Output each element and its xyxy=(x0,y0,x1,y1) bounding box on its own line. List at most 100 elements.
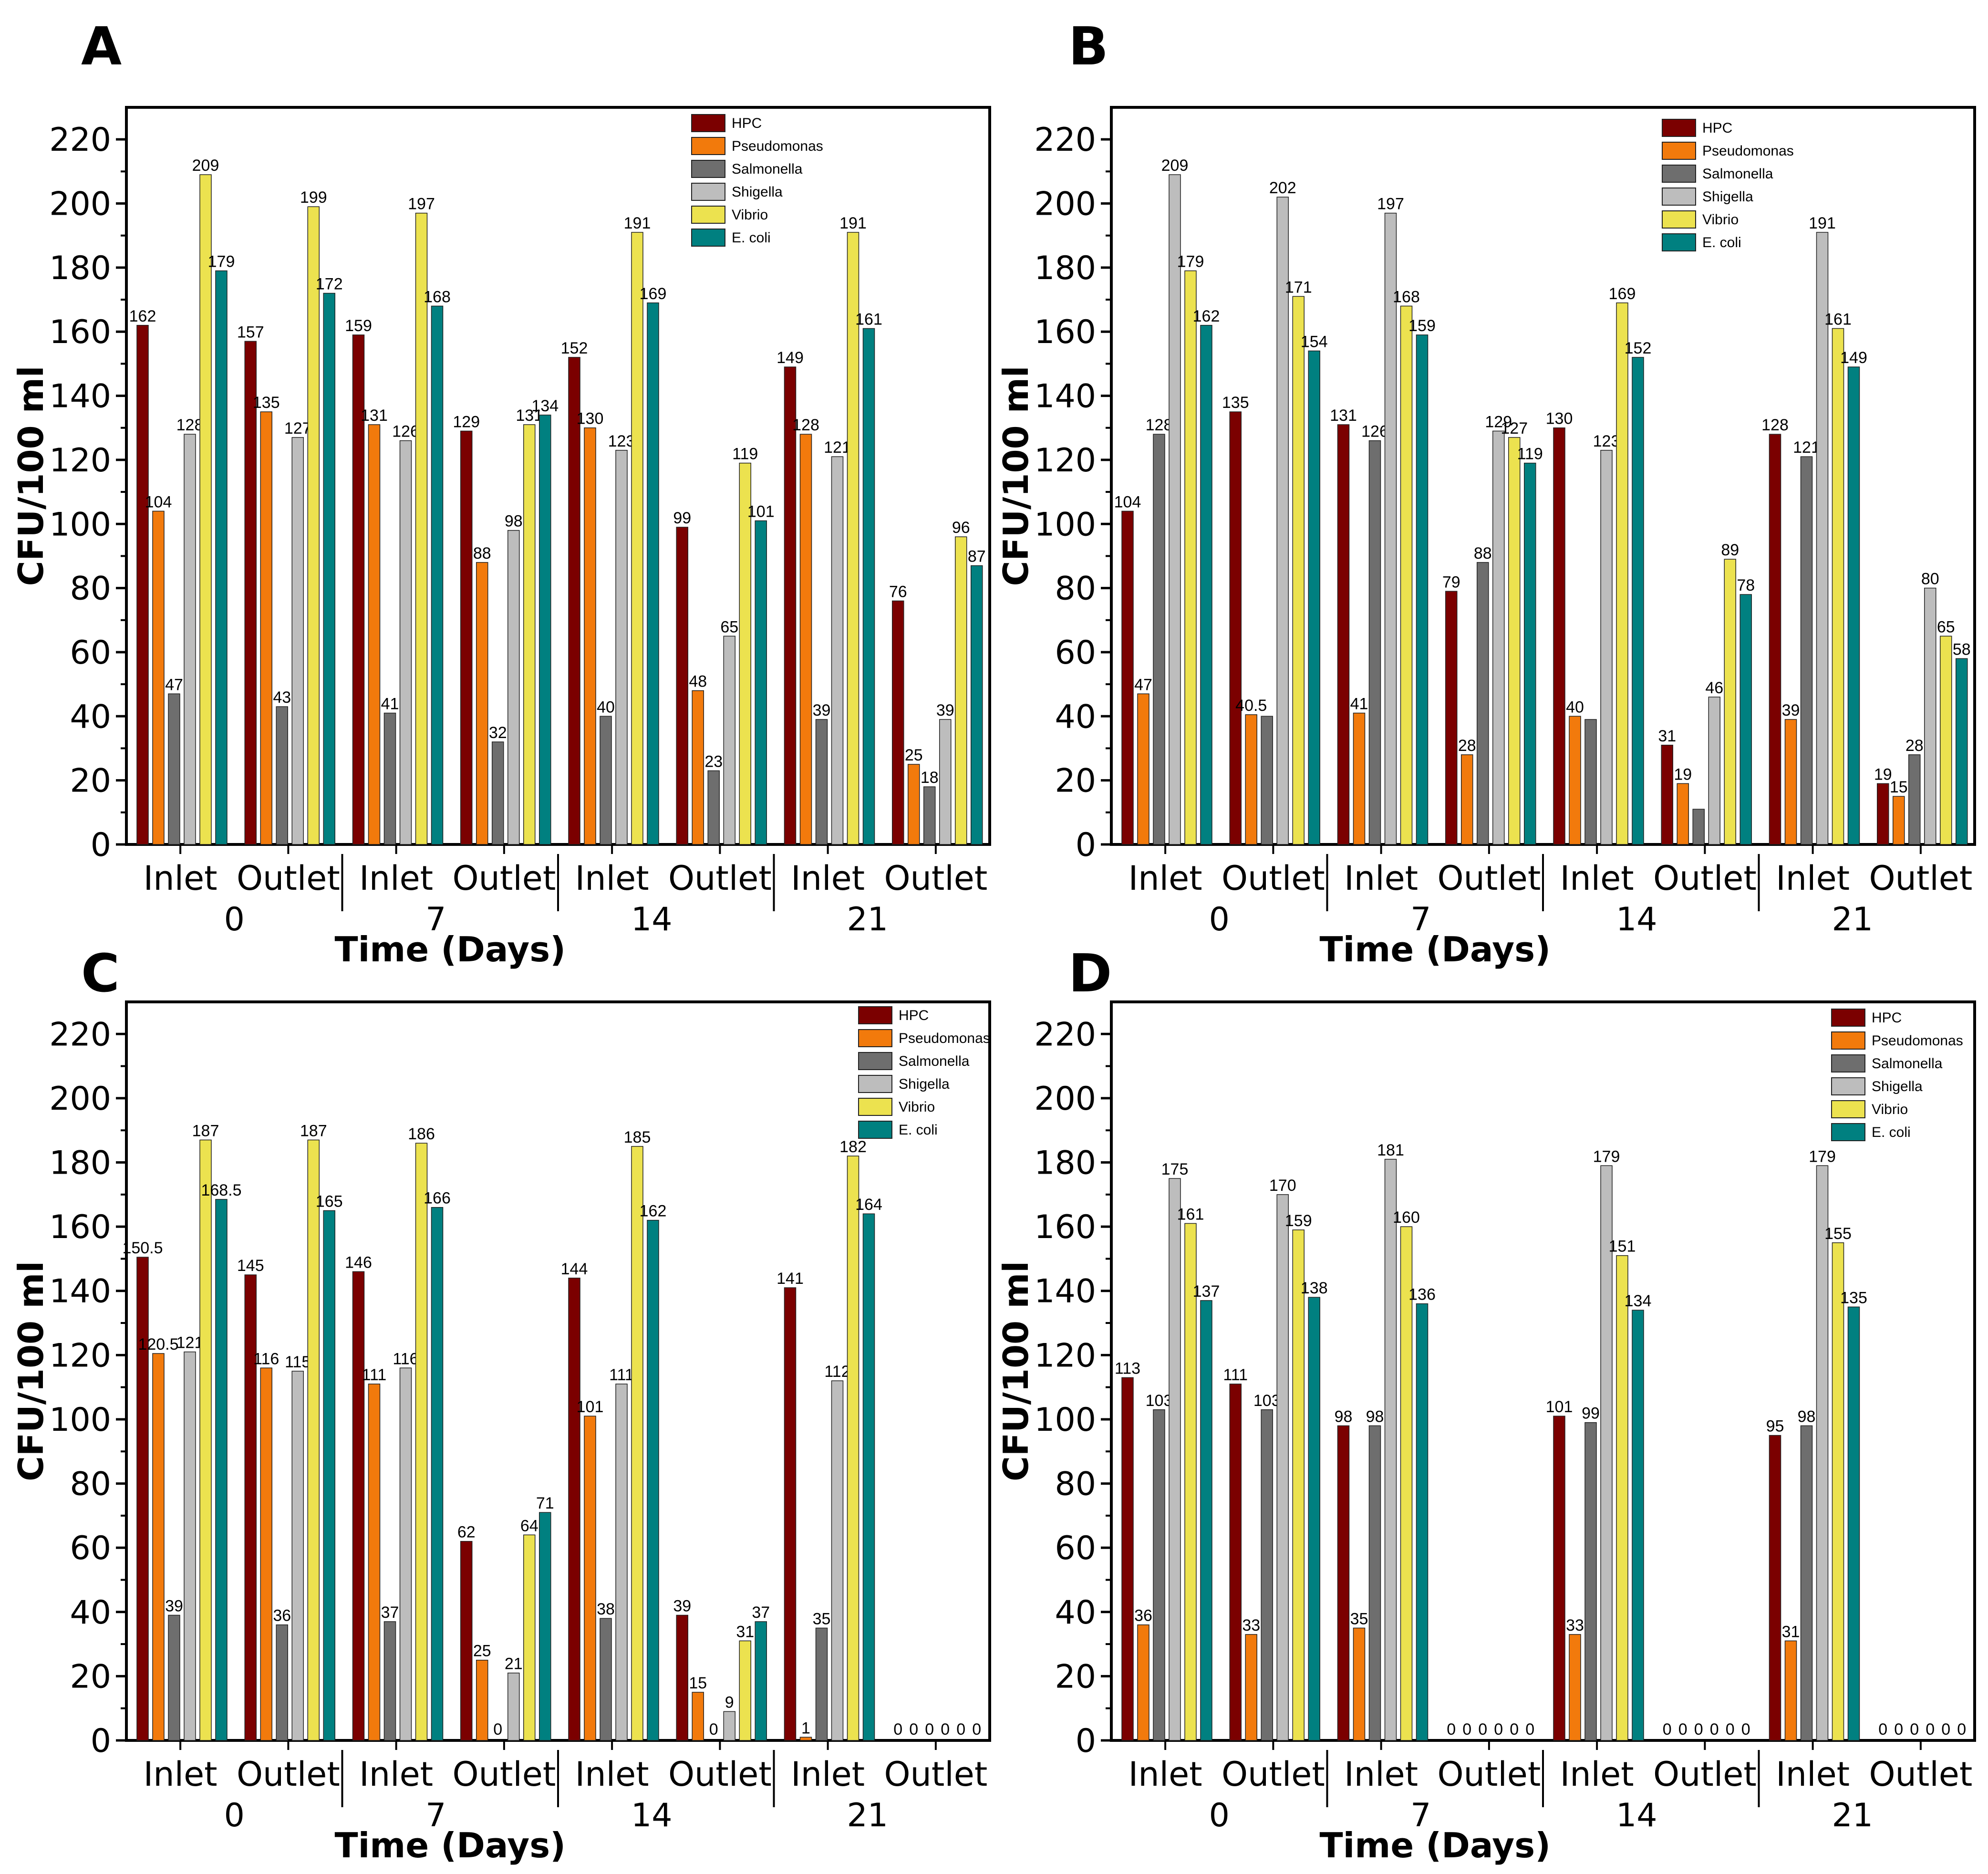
data-label: 119 xyxy=(1517,445,1543,463)
data-label: 162 xyxy=(1193,307,1220,325)
bar-shigella xyxy=(291,437,304,845)
y-tick-label: 80 xyxy=(1055,570,1096,608)
legend-entry: Vibrio xyxy=(899,1099,935,1115)
data-label: 23 xyxy=(704,753,723,771)
bar-ecoli xyxy=(1632,357,1644,845)
bar-vibrio xyxy=(1616,1255,1628,1741)
y-tick-label: 0 xyxy=(91,1722,111,1760)
data-label: 80 xyxy=(1921,570,1939,588)
legend-swatch xyxy=(1831,1031,1865,1050)
data-label: 65 xyxy=(720,618,738,636)
data-label: 135 xyxy=(1840,1289,1867,1307)
data-label: 145 xyxy=(237,1257,264,1275)
y-tick-label: 20 xyxy=(70,762,111,800)
x-day-label: 0 xyxy=(1209,901,1230,938)
legend-swatch xyxy=(858,1006,892,1024)
x-group-label: Inlet xyxy=(144,1755,217,1794)
y-tick-label: 40 xyxy=(1055,1594,1096,1632)
x-day-label: 14 xyxy=(631,1797,673,1834)
x-group-label: Outlet xyxy=(1869,1755,1972,1794)
y-tick-label: 160 xyxy=(1034,1208,1096,1246)
bar-pseudomonas xyxy=(1245,1634,1257,1741)
data-label: 15 xyxy=(689,1674,707,1692)
x-group-label: Outlet xyxy=(884,859,987,898)
y-tick-label: 100 xyxy=(49,506,111,543)
bar-hpc xyxy=(1445,591,1458,845)
legend-entry: Salmonella xyxy=(732,161,803,177)
data-label: 152 xyxy=(561,339,588,357)
data-label: 199 xyxy=(300,188,327,207)
data-label: 0 xyxy=(909,1720,918,1739)
bar-hpc xyxy=(1553,427,1565,845)
legend-entry: HPC xyxy=(899,1008,929,1023)
y-tick-label: 20 xyxy=(70,1658,111,1696)
x-group-label: Inlet xyxy=(1560,1755,1634,1794)
bar-vibrio xyxy=(1508,437,1521,845)
data-label: 202 xyxy=(1269,179,1296,197)
data-label: 88 xyxy=(1474,544,1492,562)
legend-swatch xyxy=(1662,233,1696,251)
bar-pseudomonas xyxy=(1569,1634,1581,1741)
bar-vibrio xyxy=(523,1534,536,1741)
data-label: 0 xyxy=(1910,1720,1919,1739)
bar-hpc xyxy=(1337,424,1350,845)
bar-ecoli xyxy=(1956,658,1968,845)
panel-letter: D xyxy=(1068,943,1112,1004)
bar-ecoli xyxy=(1308,1297,1320,1741)
data-label: 191 xyxy=(1809,214,1836,232)
bar-shigella xyxy=(723,1711,735,1741)
panel-letter: A xyxy=(81,16,122,77)
data-label: 35 xyxy=(813,1610,831,1628)
x-group-label: Inlet xyxy=(575,1755,649,1794)
bar-pseudomonas xyxy=(908,764,920,845)
bar-ecoli xyxy=(539,1512,551,1741)
bar-pseudomonas xyxy=(476,1659,488,1741)
bar-pseudomonas xyxy=(692,690,704,845)
data-label: 0 xyxy=(1525,1720,1534,1739)
legend-swatch xyxy=(1662,119,1696,137)
bar-vibrio xyxy=(847,232,859,845)
data-label: 155 xyxy=(1824,1225,1852,1243)
bar-shigella xyxy=(615,1384,628,1741)
bar-pseudomonas xyxy=(1245,714,1257,845)
x-group-label: Outlet xyxy=(1222,1755,1325,1794)
bar-hpc xyxy=(1553,1416,1565,1741)
bar-ecoli xyxy=(215,270,228,845)
legend-entry: Pseudomonas xyxy=(899,1031,990,1046)
y-tick-label: 0 xyxy=(91,826,111,864)
x-group-label: Inlet xyxy=(144,859,217,898)
x-day-label: 21 xyxy=(847,1797,888,1834)
data-label: 172 xyxy=(316,275,343,293)
data-label: 126 xyxy=(392,423,419,441)
bar-pseudomonas xyxy=(1677,783,1689,845)
data-label: 0 xyxy=(941,1720,950,1739)
data-label: 101 xyxy=(747,503,775,521)
bar-shigella xyxy=(1276,197,1289,845)
data-label: 21 xyxy=(505,1655,523,1673)
legend-swatch xyxy=(858,1052,892,1070)
data-label: 41 xyxy=(381,695,399,713)
data-label: 58 xyxy=(1953,640,1971,658)
data-label: 129 xyxy=(453,413,480,431)
bar-shigella xyxy=(1169,1178,1181,1741)
data-label: 43 xyxy=(273,688,291,707)
bar-pseudomonas xyxy=(1137,1624,1149,1741)
data-label: 98 xyxy=(1798,1407,1816,1426)
data-label: 0 xyxy=(1710,1720,1719,1739)
data-label: 161 xyxy=(1177,1205,1204,1223)
y-tick-label: 100 xyxy=(49,1401,111,1439)
data-label: 64 xyxy=(520,1517,538,1535)
y-tick-label: 100 xyxy=(1034,506,1096,543)
data-label: 0 xyxy=(709,1720,718,1739)
data-label: 15 xyxy=(1890,778,1908,796)
bar-salmonella xyxy=(276,1624,288,1741)
bar-salmonella xyxy=(383,1621,396,1741)
plot-frame xyxy=(1110,1000,1976,1742)
legend-swatch xyxy=(1662,210,1696,229)
y-tick-label: 140 xyxy=(1034,378,1096,416)
data-label: 0 xyxy=(1462,1720,1471,1739)
x-day-label: 7 xyxy=(425,1797,446,1834)
data-label: 159 xyxy=(1285,1212,1312,1230)
